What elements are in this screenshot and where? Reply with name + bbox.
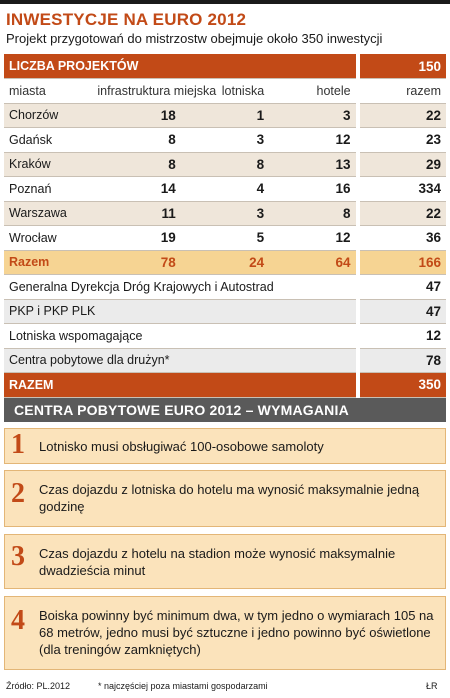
column-header-hotels: hotele — [269, 78, 358, 104]
other-value: 47 — [355, 274, 446, 300]
projects-table-body: LICZBA PROJEKTÓW 150 miasta infrastruktu… — [4, 54, 446, 398]
other-label: Generalna Dyrekcja Dróg Krajowych i Auto… — [4, 274, 358, 300]
other-label: Centra pobytowe dla drużyn* — [4, 348, 358, 373]
requirement-text: Boiska powinny być minimum dwa, w tym je… — [39, 608, 434, 657]
requirement-item-1: 1 Lotnisko musi obsługiwać 100-osobowe s… — [4, 428, 446, 464]
hotels-cell: 12 — [269, 225, 358, 251]
sum-infrastructure: 78 — [92, 250, 181, 275]
airports-cell: 3 — [180, 127, 270, 153]
table-title: LICZBA PROJEKTÓW — [4, 54, 358, 79]
column-header-airports: lotniska — [180, 78, 270, 104]
sum-airports: 24 — [180, 250, 270, 275]
other-label: Lotniska wspomagające — [4, 323, 358, 349]
total-cell: 22 — [355, 103, 446, 128]
city-cell: Kraków — [4, 152, 93, 177]
table-total-projects: 150 — [355, 54, 446, 79]
requirements-section-header: CENTRA POBYTOWE EURO 2012 – WYMAGANIA — [4, 398, 446, 422]
grand-total-row: RAZEM 350 — [4, 372, 446, 398]
other-value: 78 — [355, 348, 446, 373]
requirement-number: 1 — [11, 429, 25, 460]
requirements-title: CENTRA POBYTOWE EURO 2012 – WYMAGANIA — [14, 402, 349, 418]
table-row: Gdańsk 8 3 12 23 — [4, 127, 446, 153]
total-cell: 36 — [355, 225, 446, 251]
column-header-total: razem — [355, 78, 446, 104]
author-credit: ŁR — [426, 681, 438, 691]
city-cell: Chorzów — [4, 103, 93, 128]
requirement-item-2: 2 Czas dojazdu z lotniska do hotelu ma w… — [4, 470, 446, 527]
table-row: Kraków 8 8 13 29 — [4, 152, 446, 177]
total-cell: 334 — [355, 176, 446, 202]
other-investment-row: Lotniska wspomagające 12 — [4, 323, 446, 349]
page-subtitle: Projekt przygotowań do mistrzostw obejmu… — [6, 31, 383, 46]
hotels-cell: 8 — [269, 201, 358, 226]
column-header-infrastructure: infrastruktura miejska — [92, 78, 216, 104]
footnote: * najczęściej poza miastami gospodarzami — [98, 681, 268, 691]
table-header-row: LICZBA PROJEKTÓW 150 — [4, 54, 446, 79]
total-cell: 22 — [355, 201, 446, 226]
hotels-cell: 13 — [269, 152, 358, 177]
source-note: Źródło: PL.2012 — [6, 681, 71, 691]
requirement-item-3: 3 Czas dojazdu z hotelu na stadion może … — [4, 534, 446, 589]
other-label: PKP i PKP PLK — [4, 299, 358, 324]
infrastructure-cell: 11 — [92, 201, 181, 226]
airports-cell: 4 — [180, 176, 270, 202]
sum-total: 166 — [355, 250, 446, 275]
sum-label: Razem — [4, 250, 93, 275]
grand-total-label: RAZEM — [4, 372, 358, 398]
other-investment-row: PKP i PKP PLK 47 — [4, 299, 446, 324]
hotels-cell: 16 — [269, 176, 358, 202]
page-title: INWESTYCJE NA EURO 2012 — [6, 10, 247, 29]
city-cell: Gdańsk — [4, 127, 93, 153]
table-row: Poznań 14 4 16 334 — [4, 176, 446, 202]
column-header-row: miasta infrastruktura miejska lotniska h… — [4, 78, 446, 104]
requirement-text: Lotnisko musi obsługiwać 100-osobowe sam… — [39, 439, 324, 454]
total-cell: 23 — [355, 127, 446, 153]
other-investment-row: Centra pobytowe dla drużyn* 78 — [4, 348, 446, 373]
other-value: 47 — [355, 299, 446, 324]
infrastructure-cell: 8 — [92, 152, 181, 177]
requirement-number: 4 — [11, 605, 25, 636]
requirement-item-4: 4 Boiska powinny być minimum dwa, w tym … — [4, 596, 446, 670]
total-cell: 29 — [355, 152, 446, 177]
airports-cell: 3 — [180, 201, 270, 226]
hotels-cell: 3 — [269, 103, 358, 128]
city-cell: Warszawa — [4, 201, 93, 226]
sum-row: Razem 78 24 64 166 — [4, 250, 446, 275]
requirement-text: Czas dojazdu z lotniska do hotelu ma wyn… — [39, 482, 420, 514]
projects-table: LICZBA PROJEKTÓW 150 miasta infrastruktu… — [4, 54, 446, 398]
top-rule — [0, 0, 450, 4]
airports-cell: 8 — [180, 152, 270, 177]
requirement-number: 2 — [11, 478, 25, 509]
column-header-city: miasta — [4, 78, 93, 104]
requirement-text: Czas dojazdu z hotelu na stadion może wy… — [39, 546, 396, 578]
other-investment-row: Generalna Dyrekcja Dróg Krajowych i Auto… — [4, 274, 446, 300]
other-value: 12 — [355, 323, 446, 349]
sum-hotels: 64 — [269, 250, 358, 275]
city-cell: Wrocław — [4, 225, 93, 251]
infrastructure-cell: 18 — [92, 103, 181, 128]
table-row: Warszawa 11 3 8 22 — [4, 201, 446, 226]
infrastructure-cell: 19 — [92, 225, 181, 251]
hotels-cell: 12 — [269, 127, 358, 153]
table-row: Chorzów 18 1 3 22 — [4, 103, 446, 128]
infrastructure-cell: 8 — [92, 127, 181, 153]
city-cell: Poznań — [4, 176, 93, 202]
requirement-number: 3 — [11, 541, 25, 572]
infrastructure-cell: 14 — [92, 176, 181, 202]
table-row: Wrocław 19 5 12 36 — [4, 225, 446, 251]
grand-total-value: 350 — [355, 372, 446, 398]
airports-cell: 1 — [180, 103, 270, 128]
airports-cell: 5 — [180, 225, 270, 251]
